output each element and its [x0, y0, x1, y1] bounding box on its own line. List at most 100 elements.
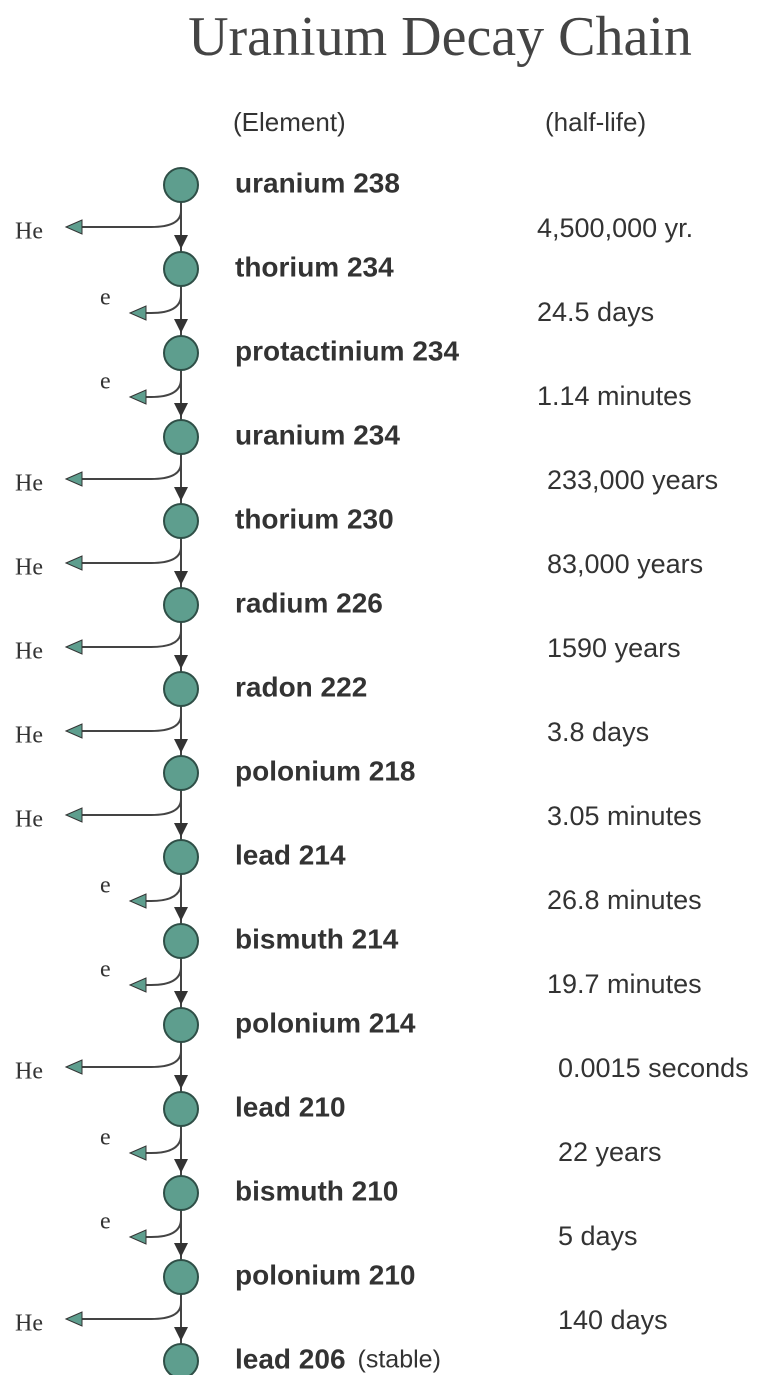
half-life: 83,000 years [547, 549, 703, 579]
element-label: bismuth 214 [235, 923, 399, 954]
emission-arrow [144, 1218, 182, 1238]
element-node [163, 1007, 199, 1043]
half-life-header: (half-life) [545, 107, 646, 137]
element-label: polonium 214 [235, 1007, 416, 1038]
half-life: 4,500,000 yr. [537, 213, 693, 243]
emission-arrow [80, 546, 182, 564]
chain-arrowhead [174, 571, 188, 585]
element-node [163, 923, 199, 959]
emission-label: e [100, 1209, 111, 1235]
emission-label: e [100, 285, 111, 311]
element-node [163, 1091, 199, 1127]
emission-label: e [100, 1125, 111, 1151]
element-node [163, 1343, 199, 1375]
emission-label: He [15, 471, 43, 497]
element-node [163, 167, 199, 203]
chain-arrowhead [174, 1243, 188, 1257]
emission-arrowhead [64, 219, 83, 235]
chain-arrowhead [174, 1075, 188, 1089]
emission-arrowhead [128, 977, 147, 993]
emission-label: He [15, 807, 43, 833]
emission-arrow [144, 882, 182, 902]
chain-arrowhead [174, 907, 188, 921]
emission-arrow [144, 378, 182, 398]
element-label: protactinium 234 [235, 335, 459, 366]
element-label: polonium 218 [235, 755, 415, 786]
emission-arrow [80, 210, 182, 228]
emission-arrowhead [128, 1229, 147, 1245]
chain-arrowhead [174, 487, 188, 501]
emission-arrowhead [64, 1059, 83, 1075]
element-node [163, 335, 199, 371]
element-node [163, 839, 199, 875]
emission-arrow [80, 798, 182, 816]
half-life: 1.14 minutes [537, 381, 692, 411]
emission-arrow [80, 462, 182, 480]
element-label: polonium 210 [235, 1259, 415, 1290]
emission-arrowhead [64, 639, 83, 655]
element-label: thorium 234 [235, 251, 394, 282]
element-node [163, 1175, 199, 1211]
emission-label: He [15, 639, 43, 665]
half-life: 3.05 minutes [547, 801, 702, 831]
element-label: radon 222 [235, 671, 367, 702]
emission-arrow [80, 714, 182, 732]
emission-label: He [15, 219, 43, 245]
emission-label: He [15, 1059, 43, 1085]
emission-arrow [80, 1050, 182, 1068]
element-label: thorium 230 [235, 503, 394, 534]
element-node [163, 503, 199, 539]
chain-arrowhead [174, 235, 188, 249]
element-header: (Element) [233, 107, 346, 137]
chain-arrowhead [174, 403, 188, 417]
chain-arrowhead [174, 655, 188, 669]
emission-label: e [100, 957, 111, 983]
half-life: 22 years [558, 1137, 662, 1167]
element-node [163, 587, 199, 623]
half-life: 5 days [558, 1221, 638, 1251]
half-life: 3.8 days [547, 717, 649, 747]
emission-arrowhead [64, 1311, 83, 1327]
chain-arrowhead [174, 739, 188, 753]
chain-arrowhead [174, 1159, 188, 1173]
element-node [163, 755, 199, 791]
emission-label: e [100, 873, 111, 899]
emission-arrow [144, 966, 182, 986]
emission-arrow [144, 1134, 182, 1154]
emission-arrowhead [64, 723, 83, 739]
half-life: 24.5 days [537, 297, 654, 327]
element-node [163, 1259, 199, 1295]
half-life: 19.7 minutes [547, 969, 702, 999]
element-node [163, 251, 199, 287]
element-node [163, 671, 199, 707]
stable-note: (stable) [358, 1346, 441, 1374]
element-label: radium 226 [235, 587, 383, 618]
emission-arrow [144, 294, 182, 314]
element-label: lead 210 [235, 1091, 346, 1122]
emission-arrowhead [128, 305, 147, 321]
emission-arrow [80, 630, 182, 648]
chain-arrowhead [174, 823, 188, 837]
chain-arrowhead [174, 319, 188, 333]
emission-arrow [80, 1302, 182, 1320]
half-life: 0.0015 seconds [558, 1053, 749, 1083]
element-label: lead 206 [235, 1343, 346, 1374]
half-life: 1590 years [547, 633, 681, 663]
emission-label: He [15, 555, 43, 581]
chain-arrowhead [174, 1327, 188, 1341]
emission-label: He [15, 723, 43, 749]
chain-arrowhead [174, 991, 188, 1005]
emission-label: e [100, 369, 111, 395]
element-label: uranium 234 [235, 419, 400, 450]
element-label: bismuth 210 [235, 1175, 398, 1206]
element-label: lead 214 [235, 839, 346, 870]
half-life: 26.8 minutes [547, 885, 702, 915]
half-life: 233,000 years [547, 465, 718, 495]
emission-arrowhead [64, 471, 83, 487]
element-node [163, 419, 199, 455]
emission-arrowhead [64, 807, 83, 823]
emission-label: He [15, 1311, 43, 1337]
emission-arrowhead [128, 893, 147, 909]
emission-arrowhead [128, 1145, 147, 1161]
